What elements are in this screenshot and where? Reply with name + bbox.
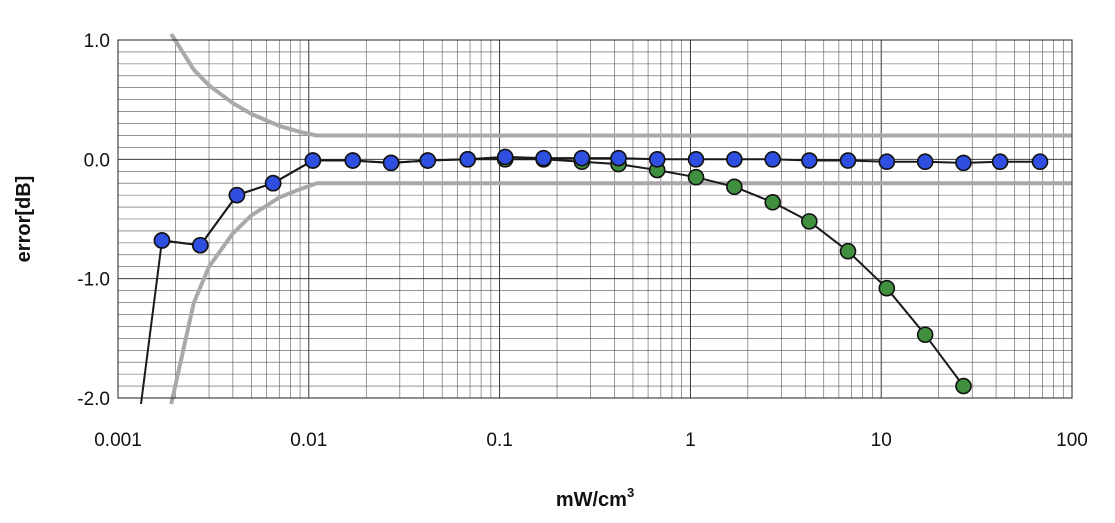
data-point-green [878, 279, 896, 297]
data-point-green [801, 213, 818, 230]
data-point-blue [955, 154, 972, 172]
blue-markers-series-line [161, 155, 1040, 247]
data-point-blue [648, 151, 666, 168]
data-point-blue [344, 152, 362, 169]
data-point-blue [839, 152, 857, 169]
data-point-blue [916, 153, 934, 171]
data-point-blue [535, 149, 552, 167]
x-tick-label: 1 [685, 430, 696, 451]
x-tick-label: 0.01 [290, 430, 327, 451]
grid [117, 39, 1073, 399]
x-axis-title: mW/cm3 [556, 485, 634, 511]
data-point-green [839, 242, 857, 260]
lead-in-series-line [140, 240, 163, 405]
data-point-blue [878, 153, 896, 171]
x-tick-label: 0.001 [94, 430, 142, 451]
y-axis-title: error[dB] [13, 176, 35, 263]
data-point-green [687, 168, 705, 186]
y-tick-labels: 1.0 0.0 -1.0 -2.0 [77, 31, 110, 410]
x-axis-title-base: mW/cm [556, 489, 627, 511]
data-point-blue [496, 148, 514, 166]
markers [153, 148, 1049, 395]
data-point-blue [610, 149, 627, 167]
y-tick-label: -1.0 [77, 270, 110, 291]
data-point-green [916, 326, 934, 344]
data-point-blue [687, 151, 705, 168]
data-point-green [764, 193, 782, 211]
data-point-blue [153, 232, 171, 249]
data-point-blue [459, 151, 476, 168]
data-point-blue [991, 153, 1009, 171]
data-point-green [726, 178, 743, 196]
data-point-blue [419, 152, 437, 169]
x-axis-title-superscript: 3 [627, 485, 634, 500]
data-point-blue [764, 151, 782, 168]
upper-limit-line [169, 32, 1072, 138]
y-tick-label: 1.0 [84, 31, 110, 52]
x-tick-label: 100 [1056, 430, 1088, 451]
green-markers-series-line [161, 158, 965, 387]
limit-lines [169, 32, 1072, 405]
data-point-blue [726, 151, 743, 168]
data-point-blue [801, 152, 818, 169]
x-tick-label: 0.1 [486, 430, 512, 451]
lower-limit-line [169, 181, 1072, 405]
data-point-green [955, 377, 972, 395]
plot-frame [117, 39, 1073, 399]
data-point-blue [228, 186, 246, 204]
x-tick-label: 10 [871, 430, 892, 451]
data-point-blue [192, 236, 209, 254]
y-tick-label: -2.0 [77, 389, 110, 410]
data-point-blue [573, 149, 591, 167]
y-tick-label: 0.0 [84, 150, 110, 171]
x-tick-labels: 0.001 0.01 0.1 1 10 100 [94, 430, 1088, 451]
data-point-blue [304, 152, 322, 169]
data-point-blue [382, 154, 400, 172]
data-point-blue [1031, 153, 1049, 171]
data-point-blue [264, 174, 282, 192]
